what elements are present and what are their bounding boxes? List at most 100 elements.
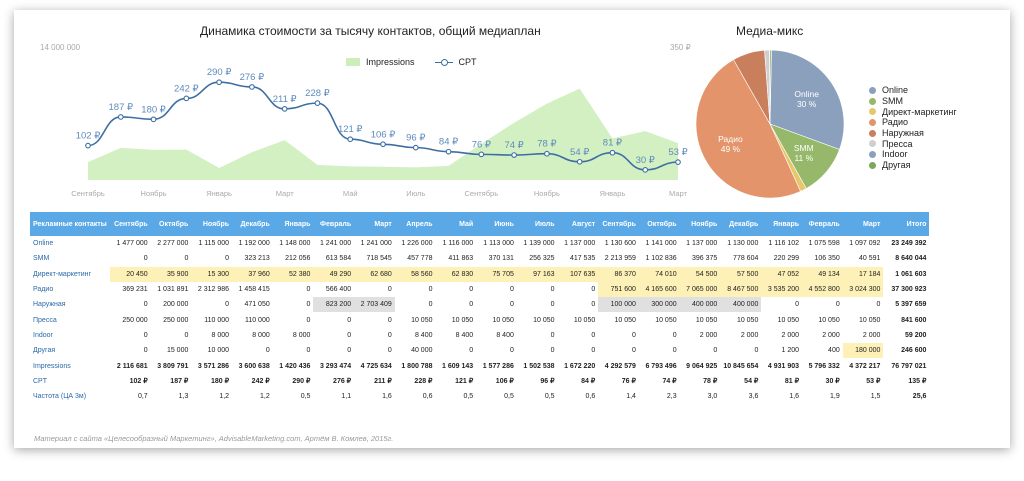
x-tick-label: Июль	[406, 189, 425, 198]
table-cell: 417 535	[569, 255, 596, 263]
table-cell: 1,4	[626, 393, 636, 401]
table-cell: 15 300	[191, 266, 233, 282]
table-cell: 0	[428, 301, 433, 309]
table-cell: 3 571 286	[197, 362, 230, 370]
table-cell: 62 680	[354, 266, 395, 282]
table-cell: 180 ₽	[210, 378, 230, 386]
table-cell: 1 137 000	[564, 240, 596, 248]
table-cell: 10 050	[614, 316, 636, 324]
table-cell: 3 600 638	[238, 362, 270, 370]
table-cell: 0	[876, 301, 881, 309]
table-cell: 57 500	[720, 266, 762, 282]
row-total: 246 600	[901, 347, 927, 355]
row-total: 23 249 392	[891, 240, 927, 248]
cpt-data-label: 242 ₽	[174, 83, 199, 94]
table-cell: 10 050	[573, 316, 596, 324]
cpt-data-label: 74 ₽	[504, 140, 524, 151]
table-cell: 290 ₽	[292, 378, 311, 386]
table-cell: 0	[469, 286, 474, 294]
x-tick-label: Сентябрь	[465, 189, 499, 198]
table-cell: 3 293 474	[319, 362, 352, 370]
row-label: Пресса	[33, 316, 57, 324]
table-cell: 15 000	[166, 347, 189, 355]
row-label: Директ-маркетинг	[33, 270, 92, 278]
table-cell: 76 ₽	[621, 378, 636, 386]
table-cell: 211 ₽	[374, 378, 392, 386]
table-cell: 0	[306, 286, 311, 294]
table-cell: 49 290	[313, 266, 355, 282]
table-cell: 10 050	[736, 316, 759, 324]
table-cell: 2 000	[862, 331, 881, 339]
x-tick-label: Ноябрь	[534, 189, 560, 198]
table-cell: 0	[347, 347, 352, 355]
table-cell: 0	[265, 347, 270, 355]
table-cell: 1,5	[870, 393, 881, 401]
pie-legend-item: Пресса	[869, 138, 957, 149]
table-cell: 4 725 634	[360, 362, 392, 370]
table-cell: 54 500	[679, 266, 721, 282]
pie-legend-item: Наружная	[869, 128, 957, 139]
table-cell: 411 863	[448, 255, 474, 263]
table-cell: 0	[672, 347, 677, 355]
table-header-month: Январь	[272, 212, 314, 236]
pie-legend-swatch	[869, 108, 876, 116]
table-cell: 100 000	[598, 297, 639, 313]
cpt-point	[150, 116, 157, 123]
table-cell: 400 000	[720, 297, 762, 313]
table-cell: 400 000	[679, 297, 721, 313]
cpt-point	[544, 150, 550, 157]
table-cell: 1 241 000	[360, 240, 392, 248]
table-cell: 457 778	[407, 255, 433, 263]
table-cell: 10 050	[655, 316, 677, 324]
table-cell: 1 200	[781, 347, 800, 355]
table-row: Директ-маркетинг 20 450 35 900 15 300 37 960…	[30, 266, 929, 282]
table-row: Online 1 477 000 2 277 000 1 115 000 1 192 0…	[30, 236, 929, 251]
row-total: 76 797 021	[891, 362, 927, 370]
cpt-data-label: 54 ₽	[570, 147, 590, 158]
table-cell: 212 056	[285, 255, 311, 263]
cpt-data-label: 84 ₽	[439, 137, 459, 148]
cpt-data-label: 187 ₽	[109, 102, 134, 113]
row-total: 59 200	[905, 331, 927, 339]
pie-legend-item: Другая	[869, 160, 957, 171]
table-cell: 0	[713, 347, 718, 355]
table-cell: 121 ₽	[455, 378, 474, 386]
cpt-data-label: 81 ₽	[603, 138, 623, 149]
table-cell: 3,0	[707, 393, 718, 401]
table-cell: 5 796 332	[808, 362, 840, 370]
table-cell: 4 292 579	[604, 362, 636, 370]
table-header-month: Ноябрь	[191, 212, 233, 236]
table-cell: 8 000	[211, 331, 230, 339]
table-cell: 2 000	[822, 331, 840, 339]
table-cell: 62 830	[435, 266, 477, 282]
table-cell: 8 400	[496, 331, 514, 339]
table-cell: 300 000	[638, 297, 680, 313]
cpt-data-label: 180 ₽	[141, 104, 166, 115]
pie-legend-swatch	[869, 129, 876, 137]
table-cell: 3 535 200	[761, 281, 803, 298]
table-cell: 8 400	[455, 331, 474, 339]
table-cell: 10 050	[695, 316, 718, 324]
table-header-month: Ноябрь	[679, 212, 721, 236]
row-total: 841 600	[901, 316, 927, 324]
table-cell: 0	[387, 316, 392, 324]
cpt-point	[609, 149, 616, 156]
cpt-point	[281, 106, 288, 112]
table-cell: 0	[306, 316, 311, 324]
table-cell: 220 299	[773, 255, 800, 263]
line-chart-title: Динамика стоимости за тысячу контактов, …	[200, 24, 541, 38]
cpt-point	[314, 100, 321, 106]
table-cell: 2 000	[699, 331, 718, 339]
table-cell: 0,6	[585, 393, 596, 401]
table-cell: 0	[143, 301, 148, 309]
pie-slice-Другая	[769, 49, 772, 125]
table-header-month: Январь	[761, 212, 803, 236]
table-row: Пресса 250 000 250 000 110 000 110 000 0 0 0 10 …	[30, 312, 929, 327]
row-total: 8 640 044	[895, 255, 927, 263]
row-total: 5 397 659	[895, 301, 927, 309]
cpt-data-label: 102 ₽	[76, 131, 101, 142]
row-total: 135 ₽	[908, 378, 927, 386]
table-header-month: Июнь	[476, 212, 517, 236]
table-cell: 370 131	[488, 255, 514, 263]
table-cell: 0	[143, 331, 148, 339]
